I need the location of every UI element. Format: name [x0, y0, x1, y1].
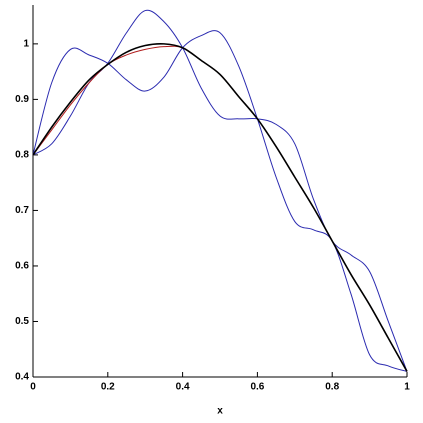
y-tick-label: 0.5: [15, 316, 29, 327]
y-tick-label: 1: [23, 39, 29, 50]
x-tick-label: 1: [404, 382, 410, 393]
x-tick-label: 0.4: [176, 382, 190, 393]
y-tick-label: 0.7: [15, 205, 29, 216]
x-axis-label: x: [217, 406, 223, 417]
x-tick-label: 0.8: [325, 382, 339, 393]
line: [32, 9, 408, 372]
x-tick-label: 0.2: [101, 382, 115, 393]
y-tick-label: 0.8: [15, 150, 29, 161]
y-tick-label: 0.9: [15, 94, 29, 105]
line: [32, 42, 408, 372]
y-tick-label: 0.4: [15, 372, 29, 383]
line: [32, 45, 408, 372]
y-tick-label: 0.6: [15, 261, 29, 272]
line: [32, 30, 408, 372]
x-tick-label: 0.6: [250, 382, 264, 393]
x-tick-label: 0: [30, 382, 36, 393]
